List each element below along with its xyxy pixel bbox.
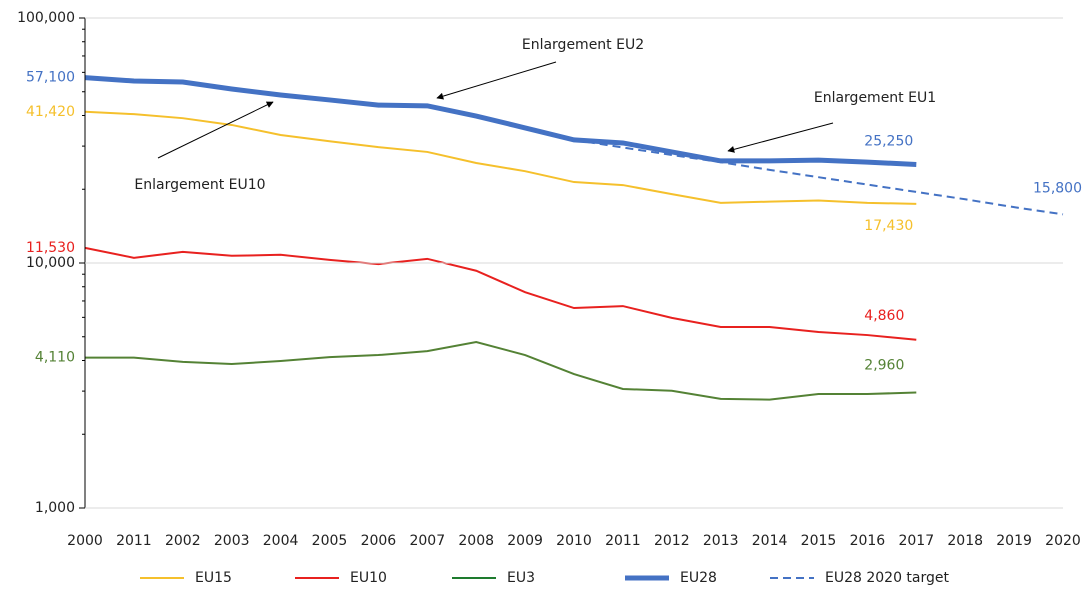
legend-label: EU15 xyxy=(195,570,232,586)
data-label: 41,420 xyxy=(26,104,75,120)
x-tick-label: 2006 xyxy=(361,533,397,549)
legend-label: EU28 xyxy=(680,570,717,586)
x-tick-label: 2002 xyxy=(165,533,201,549)
x-tick-label: 2011 xyxy=(116,533,152,549)
y-tick-label: 100,000 xyxy=(17,10,75,26)
x-tick-label: 2015 xyxy=(801,533,837,549)
arrow xyxy=(727,122,834,153)
annotation: Enlargement EU10 xyxy=(134,177,265,193)
annotation: Enlargement EU2 xyxy=(522,37,644,53)
x-tick-label: 2000 xyxy=(67,533,103,549)
arrow xyxy=(436,61,557,100)
y-tick-label: 10,000 xyxy=(26,255,75,271)
arrow xyxy=(157,101,274,159)
x-tick-label: 2009 xyxy=(507,533,543,549)
data-label: 57,100 xyxy=(26,70,75,86)
x-tick-label: 2014 xyxy=(752,533,788,549)
series-line xyxy=(84,75,917,167)
data-label: 4,860 xyxy=(864,308,904,324)
x-tick-label: 2019 xyxy=(996,533,1032,549)
series-line xyxy=(84,110,917,205)
data-label: 2,960 xyxy=(864,358,904,374)
data-label: 25,250 xyxy=(864,133,913,149)
series-line xyxy=(573,138,1064,216)
x-tick-label: 2007 xyxy=(409,533,445,549)
x-tick-label: 2017 xyxy=(898,533,934,549)
x-tick-label: 2003 xyxy=(214,533,250,549)
legend-label: EU28 2020 target xyxy=(825,570,950,586)
series-line xyxy=(85,340,917,401)
y-tick-label: 1,000 xyxy=(35,500,75,516)
x-tick-label: 2010 xyxy=(556,533,592,549)
x-tick-label: 2005 xyxy=(312,533,348,549)
annotation: Enlargement EU1 xyxy=(814,90,936,106)
legend-label: EU10 xyxy=(350,570,387,586)
x-tick-label: 2008 xyxy=(458,533,494,549)
data-label: 17,430 xyxy=(864,218,913,234)
legend-label: EU3 xyxy=(507,570,535,586)
x-tick-label: 2016 xyxy=(850,533,886,549)
series-line xyxy=(84,246,917,341)
data-label: 15,800 xyxy=(1033,180,1082,196)
data-label: 4,110 xyxy=(35,350,75,366)
x-tick-label: 2004 xyxy=(263,533,299,549)
x-tick-label: 2020 xyxy=(1045,533,1081,549)
x-tick-label: 2013 xyxy=(703,533,739,549)
x-tick-label: 2011 xyxy=(605,533,641,549)
x-tick-label: 2012 xyxy=(654,533,690,549)
x-tick-label: 2018 xyxy=(947,533,983,549)
data-label: 11,530 xyxy=(26,240,75,256)
